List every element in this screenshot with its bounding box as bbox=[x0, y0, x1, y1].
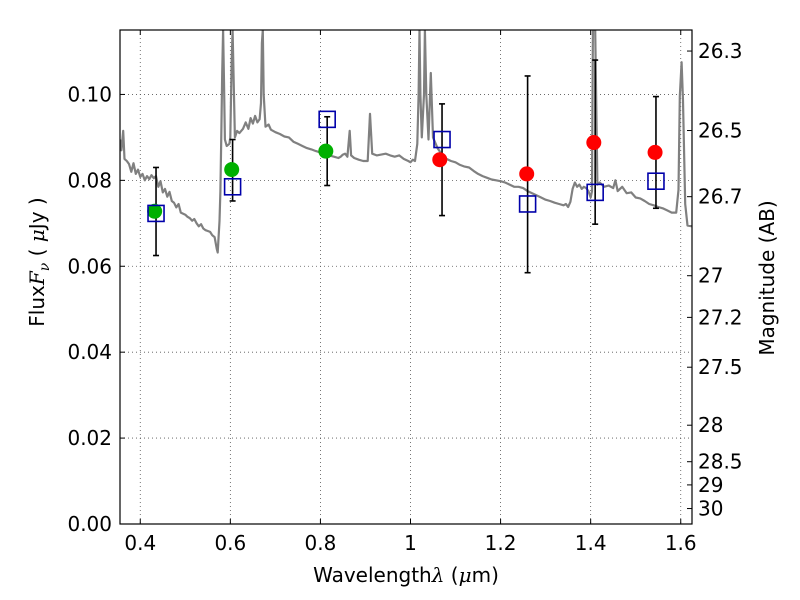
x-tick-label: 1 bbox=[404, 531, 417, 555]
model-spectrum-layer bbox=[120, 30, 692, 254]
y-tick-label: 0.10 bbox=[67, 82, 112, 106]
y2-tick-label: 27 bbox=[698, 264, 723, 288]
red-circle-marker bbox=[647, 144, 663, 160]
open-square-marker bbox=[223, 177, 242, 196]
plot-frame bbox=[119, 29, 693, 525]
green-circle-marker bbox=[224, 162, 240, 178]
open-square-marker bbox=[433, 130, 451, 149]
x-tick-label: 0.6 bbox=[214, 531, 246, 555]
plot-area-background bbox=[120, 30, 692, 524]
x-tick-label: 1.6 bbox=[665, 531, 697, 555]
red-circle-marker bbox=[519, 166, 535, 182]
red-circle-marker bbox=[432, 152, 448, 168]
x-tick-labels: 0.4 0.6 0.8 1 1.2 1.4 1.6 bbox=[124, 531, 696, 555]
open-square-marker bbox=[518, 195, 537, 213]
axis-ticks bbox=[120, 30, 692, 525]
y-axis-label-subscript: ν bbox=[37, 262, 53, 271]
y-tick-label: 0.02 bbox=[67, 426, 112, 450]
open-square-marker bbox=[147, 204, 165, 223]
y-axis-label-text: Flux bbox=[25, 285, 49, 327]
y-tick-label: 0.06 bbox=[67, 254, 112, 278]
y-tick-label: 0.08 bbox=[67, 168, 112, 192]
y-axis-label-unit-mu: μ bbox=[25, 229, 49, 242]
y2-tick-label: 27.5 bbox=[698, 355, 743, 379]
x-axis-label-unit-close: m) bbox=[472, 563, 499, 587]
y2-tick-label: 27.2 bbox=[698, 305, 743, 329]
x-tick-label: 1.2 bbox=[485, 531, 517, 555]
y-tick-label: 0.00 bbox=[67, 512, 112, 536]
x-axis-label-unit-open: ( bbox=[444, 563, 458, 587]
circle-markers-layer bbox=[147, 135, 663, 219]
y2-tick-label: 26.3 bbox=[698, 39, 743, 63]
y2-tick-label: 29 bbox=[698, 473, 723, 497]
x-axis-label-unit-mu: μ bbox=[459, 563, 472, 587]
open-square-marker bbox=[318, 110, 336, 129]
y-axis-label-unit-open: ( bbox=[25, 242, 49, 263]
square-markers-layer bbox=[147, 110, 665, 223]
x-axis-label: Wavelengthλ (μm) bbox=[313, 563, 499, 587]
y-axis-label: FluxFν ( μJy ) bbox=[25, 197, 53, 326]
y-axis-label-symbol: F bbox=[25, 270, 49, 286]
y2-tick-label: 28.5 bbox=[698, 450, 743, 474]
y-tick-label: 0.04 bbox=[67, 340, 112, 364]
red-circle-marker bbox=[586, 135, 602, 151]
x-tick-label: 0.4 bbox=[124, 531, 156, 555]
open-square-marker bbox=[647, 172, 665, 191]
x-tick-label: 0.8 bbox=[305, 531, 337, 555]
y2-tick-label: 28 bbox=[698, 413, 723, 437]
y-tick-labels: 0.00 0.02 0.04 0.06 0.08 0.10 bbox=[67, 82, 112, 536]
x-axis-label-text: Wavelength bbox=[313, 563, 432, 587]
y2-axis-label: Magnitude (AB) bbox=[755, 200, 779, 355]
x-tick-label: 1.4 bbox=[575, 531, 607, 555]
model-spectrum-line bbox=[120, 30, 692, 254]
y-axis-label-unit-close: Jy ) bbox=[25, 197, 49, 231]
open-square-marker bbox=[586, 183, 604, 202]
green-circle-marker bbox=[318, 143, 334, 159]
y2-tick-label: 26.7 bbox=[698, 185, 743, 209]
y2-tick-label: 30 bbox=[698, 497, 723, 521]
x-axis-label-symbol: λ bbox=[431, 563, 445, 587]
green-circle-marker bbox=[147, 203, 163, 219]
y2-tick-label: 26.5 bbox=[698, 119, 743, 143]
